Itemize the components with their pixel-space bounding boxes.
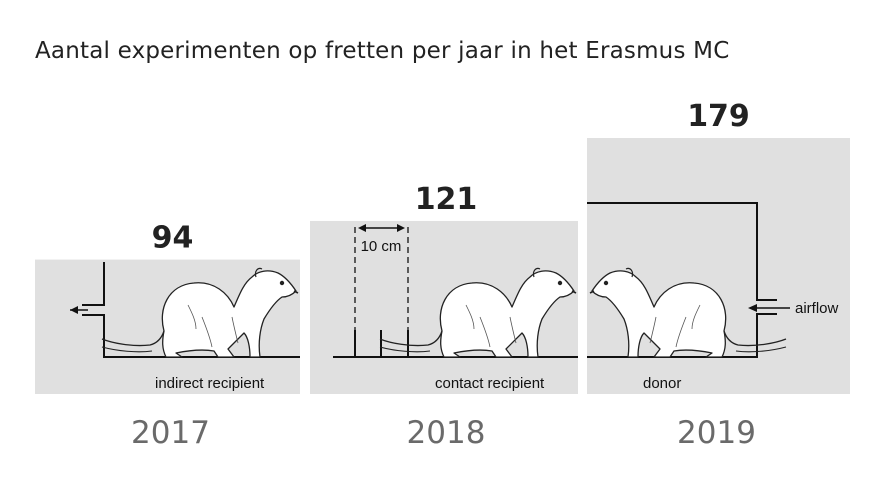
chart-title: Aantal experimenten op fretten per jaar … — [35, 38, 730, 64]
airflow-label: airflow — [795, 300, 839, 317]
panel-2019-diagram: airflow donor — [587, 202, 839, 392]
value-label-2019: 179 — [687, 99, 750, 134]
category-label-2019: 2019 — [677, 415, 756, 451]
caption-donor: donor — [643, 375, 681, 392]
caption-contact-recipient: contact recipient — [435, 375, 545, 392]
category-label-2017: 2017 — [131, 415, 210, 451]
panel-2018-diagram: 10 cm contact recipient — [333, 224, 578, 392]
panel-2017-diagram: indirect recipient — [70, 262, 300, 392]
value-label-2017: 94 — [152, 221, 194, 256]
value-label-2018: 121 — [415, 182, 478, 217]
caption-indirect-recipient: indirect recipient — [155, 375, 265, 392]
category-label-2018: 2018 — [407, 415, 486, 451]
distance-label: 10 cm — [361, 238, 402, 255]
